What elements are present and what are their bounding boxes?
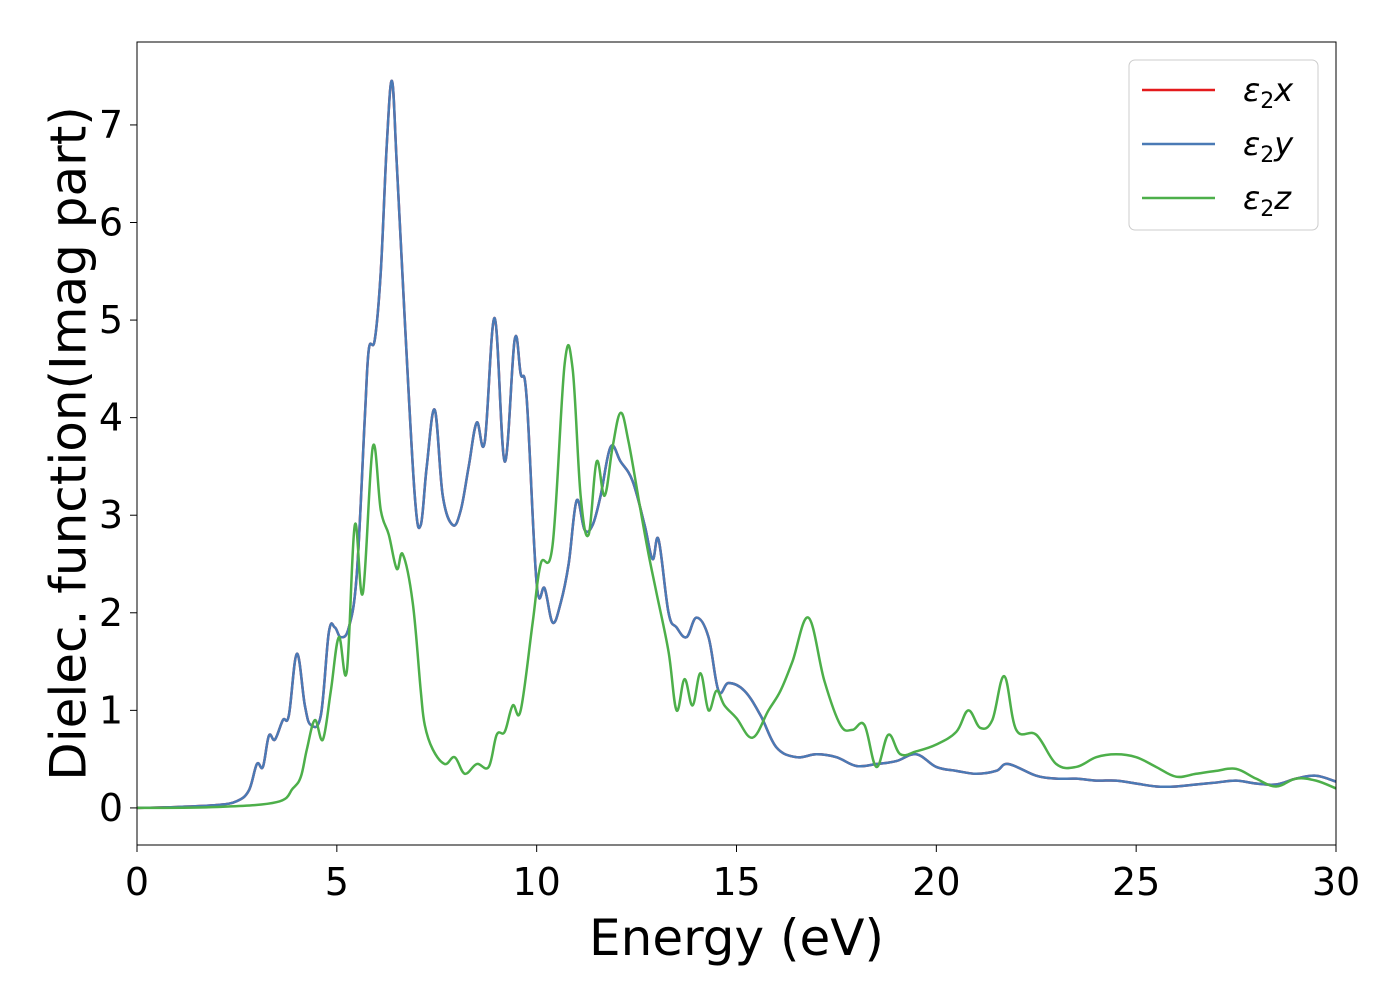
x-tick-label: 20 [912,860,960,904]
x-tick-label: 0 [125,860,149,904]
x-tick-label: 30 [1312,860,1360,904]
x-tick-label: 10 [512,860,560,904]
series-layer [137,79,1336,810]
y-tick-label: 6 [99,201,123,245]
x-tick-label: 25 [1112,860,1160,904]
y-tick-label: 5 [99,298,123,342]
legend-box [1128,59,1319,231]
series-line-z [137,343,1336,810]
y-tick-label: 3 [99,493,123,537]
y-tick-label: 0 [99,786,123,830]
legend: ε2x ε2y ε2z [1128,59,1319,231]
y-axis: 0 1 2 3 4 5 6 7 [99,103,137,830]
x-tick-label: 5 [325,860,349,904]
y-tick-label: 4 [99,396,123,440]
y-tick-label: 1 [99,688,123,732]
y-axis-label: Dielec. function(Imag part) [40,106,98,781]
plot-area: 0 5 10 15 20 25 30 0 1 2 3 4 5 6 7 [99,41,1360,904]
y-tick-label: 2 [99,591,123,635]
x-tick-label: 15 [712,860,760,904]
x-axis: 0 5 10 15 20 25 30 [125,845,1360,904]
legend-label-y: ε2y [1243,125,1294,168]
y-tick-label: 7 [99,103,123,147]
legend-label-z: ε2z [1243,179,1292,222]
legend-label-x: ε2x [1243,71,1294,114]
series-line-y [137,79,1336,810]
x-axis-label: Energy (eV) [589,909,884,967]
